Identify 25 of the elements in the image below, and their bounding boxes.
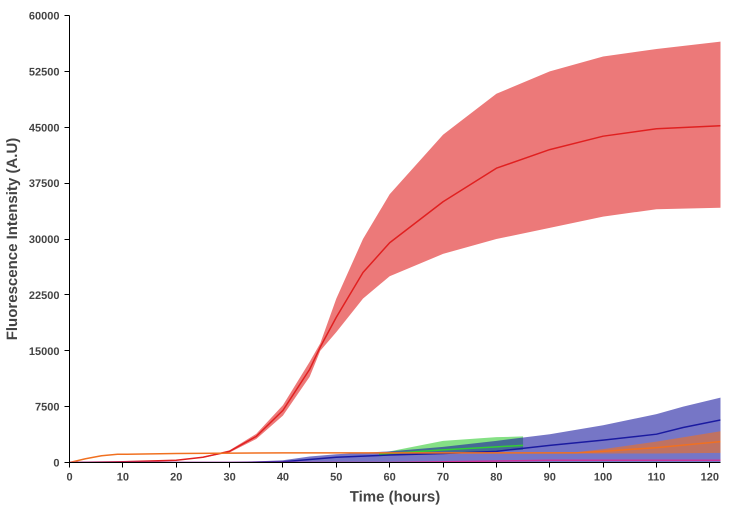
x-tick-label: 30: [223, 472, 236, 484]
x-tick-label: 110: [648, 472, 666, 484]
line-series: [378, 444, 524, 456]
y-tick-label: 0: [53, 458, 60, 470]
y-tick-label: 60000: [28, 10, 60, 22]
x-tick-label: 100: [594, 472, 612, 484]
x-tick-label: 80: [490, 472, 503, 484]
x-tick-label: 0: [66, 472, 73, 484]
y-tick-label: 7500: [35, 402, 60, 414]
x-axis-title: Time (hours): [350, 488, 440, 506]
x-tick-label: 20: [170, 472, 182, 484]
x-tick-label: 10: [116, 472, 129, 484]
x-tick-label: 120: [700, 472, 720, 484]
x-tick-label: 90: [544, 472, 556, 484]
y-tick-label: 52500: [28, 66, 60, 78]
x-tick-label: 70: [436, 472, 450, 484]
x-tick-label: 40: [276, 472, 290, 484]
y-tick-label: 22500: [28, 290, 60, 302]
y-tick-label: 15000: [28, 346, 60, 358]
y-axis-title: Fluorescence Intensity (A.U): [4, 138, 21, 340]
x-tick-label: 60: [384, 472, 396, 484]
x-tick-label: 50: [330, 472, 342, 484]
y-tick-label: 37500: [28, 178, 60, 190]
y-tick-label: 45000: [28, 122, 60, 134]
y-tick-label: 30000: [28, 234, 60, 246]
